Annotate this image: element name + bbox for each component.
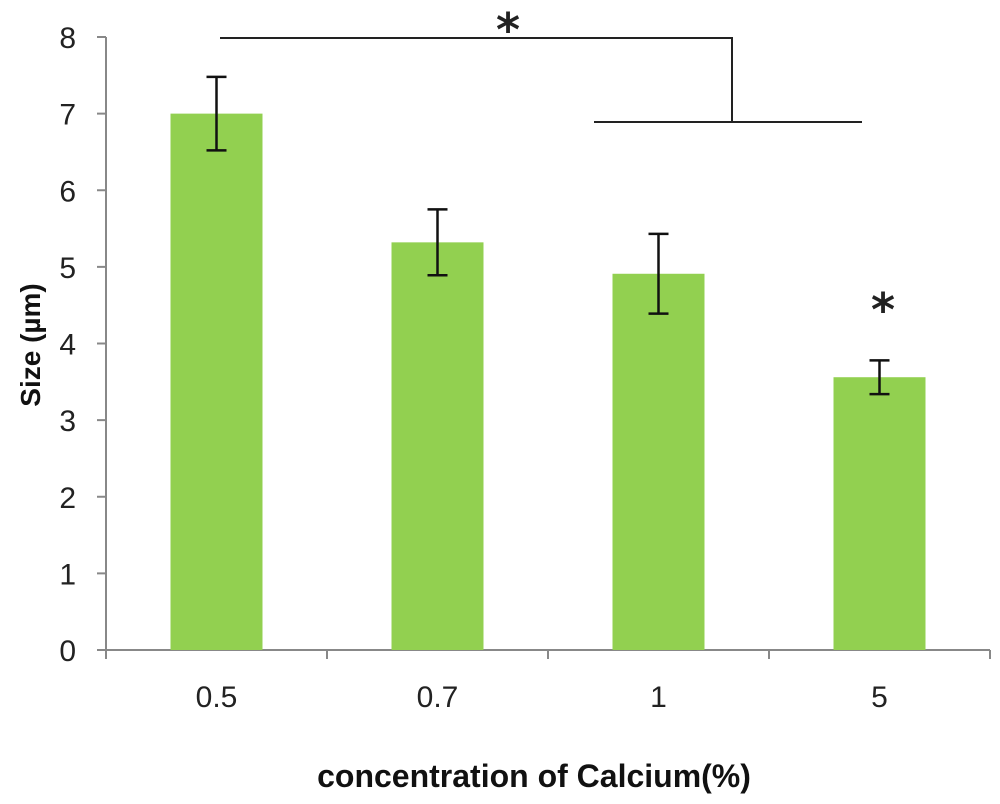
x-tick-label: 1 — [650, 681, 667, 714]
y-tick-marks — [97, 36, 106, 651]
bar-0.5 — [170, 113, 263, 650]
error-bar-5 — [869, 359, 890, 396]
x-tick-label: 5 — [871, 681, 888, 714]
bracket-asterisk: * — [496, 3, 520, 57]
x-tick-labels: 0.5 0.7 1 5 — [196, 681, 888, 714]
y-tick-label: 0 — [59, 635, 76, 668]
y-tick-label: 2 — [59, 482, 76, 515]
x-tick-label: 0.7 — [417, 681, 459, 714]
bars — [170, 113, 926, 651]
error-bar-1 — [648, 232, 669, 315]
x-tick-label: 0.5 — [196, 681, 238, 714]
error-bars — [206, 75, 890, 396]
error-bar-0.7 — [427, 208, 448, 277]
y-tick-label: 8 — [59, 22, 76, 55]
y-tick-label: 3 — [59, 405, 76, 438]
y-tick-label: 1 — [59, 558, 76, 591]
error-bar-0.5 — [206, 75, 227, 152]
y-axis-title: Size (µm) — [15, 283, 46, 406]
x-axis-title: concentration of Calcium(%) — [317, 758, 751, 794]
significance-bracket: * — [220, 3, 862, 123]
y-tick-label: 5 — [59, 252, 76, 285]
y-tick-label: 4 — [59, 329, 76, 362]
bar-1 — [612, 273, 705, 650]
bar-5 — [833, 377, 926, 650]
bar-0.7 — [391, 242, 484, 651]
y-tick-label: 7 — [59, 99, 76, 132]
x-tick-marks — [105, 650, 991, 659]
bar-asterisk: * — [871, 283, 895, 337]
y-tick-labels: 0 1 2 3 4 5 6 7 8 — [59, 22, 76, 668]
bracket-upper-line — [220, 37, 733, 122]
y-tick-label: 6 — [59, 175, 76, 208]
